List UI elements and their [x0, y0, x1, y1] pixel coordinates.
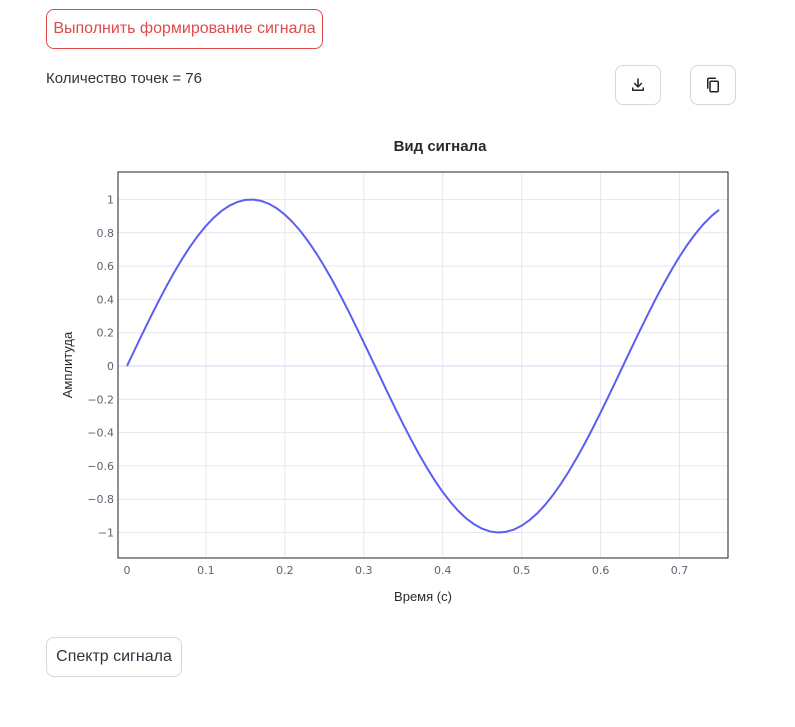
y-tick-label: −0.6 [87, 460, 114, 473]
signal-chart: Вид сигнала 0 0.1 0.2 0.3 0.4 0.5 0.6 0.7 1 0.8 0.… [0, 125, 795, 615]
y-tick-label: 0.8 [97, 227, 115, 240]
x-tick-label: 0.2 [276, 564, 294, 577]
chart-title: Вид сигнала [394, 138, 487, 155]
y-tick-label: 0.2 [97, 327, 115, 340]
y-tick-label: 0.6 [97, 260, 115, 273]
y-tick-label: −0.8 [87, 493, 114, 506]
generate-signal-button[interactable]: Выполнить формирование сигнала [46, 9, 323, 49]
chart-lines [126, 198, 720, 534]
chart-grid [118, 172, 728, 558]
x-tick-label: 0.1 [197, 564, 215, 577]
y-tick-label: −0.4 [87, 427, 114, 440]
copy-button[interactable] [690, 65, 736, 105]
x-tick-label: 0.6 [592, 564, 610, 577]
y-tick-label: 1 [107, 194, 114, 207]
plot-frame [117, 171, 729, 559]
download-icon [632, 78, 644, 91]
x-tick-label: 0.4 [434, 564, 452, 577]
x-tick-label: 0 [124, 564, 131, 577]
signal-chart-svg: Вид сигнала 0 0.1 0.2 0.3 0.4 0.5 0.6 0.7 1 0.8 0.… [60, 138, 729, 604]
download-button[interactable] [615, 65, 661, 105]
y-tick-label: 0 [107, 360, 114, 373]
x-tick-label: 0.7 [671, 564, 689, 577]
chart-ticks: 0 0.1 0.2 0.3 0.4 0.5 0.6 0.7 1 0.8 0.6 0.4 0.2 0 −0.2… [87, 194, 688, 578]
x-tick-label: 0.5 [513, 564, 531, 577]
y-axis-title: Амплитуда [60, 331, 75, 398]
x-tick-label: 0.3 [355, 564, 373, 577]
y-tick-label: 0.4 [97, 293, 115, 306]
points-count-text: Количество точек = 76 [46, 70, 202, 87]
signal-spectrum-button[interactable]: Спектр сигнала [46, 637, 182, 677]
y-tick-label: −1 [98, 527, 114, 540]
signal-series-line [126, 198, 720, 534]
y-tick-label: −0.2 [87, 393, 114, 406]
x-axis-title: Время (с) [394, 589, 452, 604]
copy-icon [707, 77, 719, 93]
